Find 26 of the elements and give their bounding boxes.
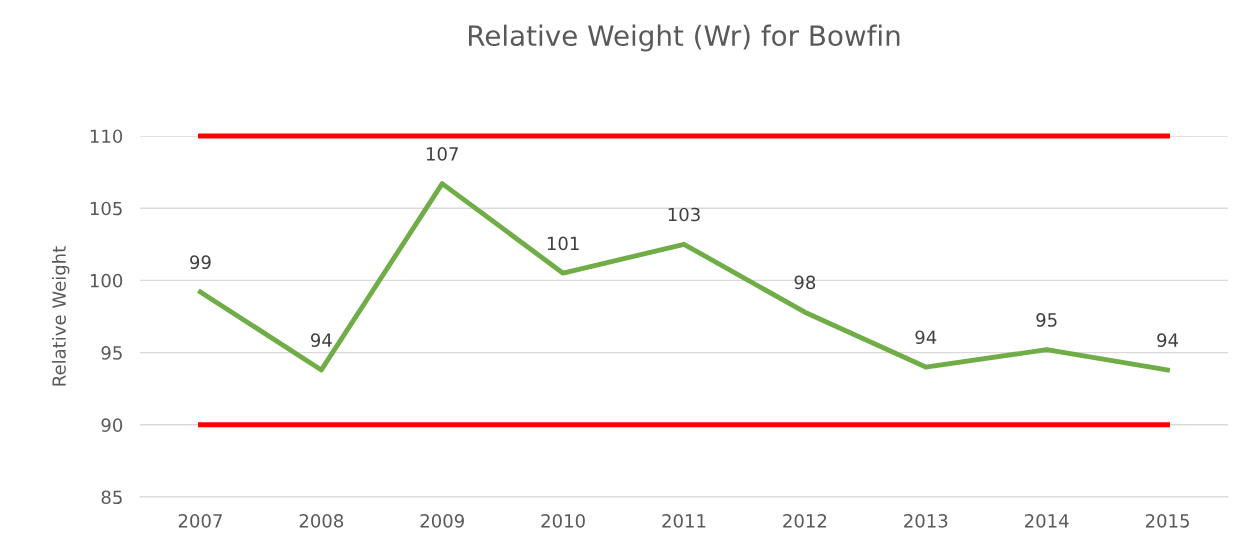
chart-title: Relative Weight (Wr) for Bowfin [468, 24, 900, 52]
x-tick-label: 2010 [541, 513, 585, 528]
y-tick-label: 100 [90, 273, 123, 288]
x-tick-label: 2012 [783, 513, 827, 528]
y-axis-title: Relative Weight [51, 246, 70, 386]
data-label: 101 [547, 236, 579, 251]
x-tick-label: 2013 [904, 513, 948, 528]
x-tick-label: 2014 [1025, 513, 1069, 528]
data-label: 107 [426, 147, 458, 161]
y-tick-label: 85 [101, 490, 122, 505]
y-tick-label: 105 [90, 201, 122, 216]
x-tick-label: 2009 [420, 513, 464, 528]
data-label: 95 [1036, 313, 1057, 327]
y-tick-label: 90 [101, 418, 123, 432]
y-tick-label: 95 [101, 346, 122, 360]
y-tick-label: 110 [90, 129, 123, 144]
x-tick-label: 2011 [662, 513, 706, 528]
data-label: 94 [915, 330, 937, 345]
data-label: 94 [310, 333, 332, 347]
data-label: 99 [190, 255, 211, 270]
x-tick-label: 2015 [1145, 513, 1189, 528]
data-label: 94 [1157, 333, 1179, 347]
data-label: 103 [668, 207, 700, 222]
x-tick-label: 2008 [299, 513, 344, 528]
data-label: 98 [794, 275, 816, 290]
x-tick-label: 2007 [178, 513, 222, 528]
